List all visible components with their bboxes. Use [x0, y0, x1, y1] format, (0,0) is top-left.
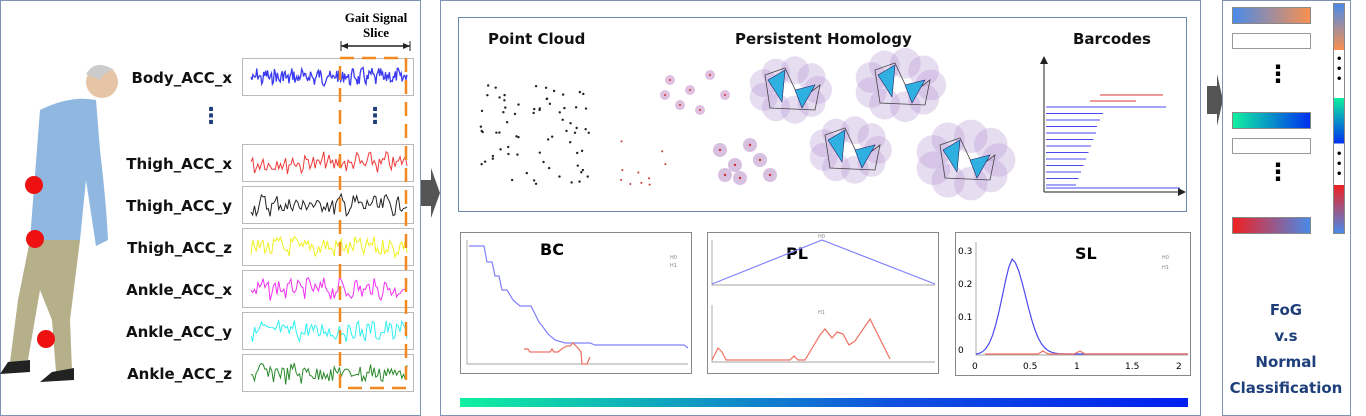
signal-plot — [242, 312, 414, 350]
sl-y-tick: 0.2 — [958, 280, 973, 290]
signal-plot — [242, 270, 414, 308]
elderly-walker-figure — [0, 64, 118, 382]
signal-trace — [250, 66, 408, 87]
ellipsis-labels: ⋮ — [200, 104, 222, 129]
channel-label: Thigh_ACC_z — [127, 239, 232, 257]
signal-plot — [242, 58, 414, 96]
feature-vector-empty-2 — [1232, 138, 1311, 154]
persistent-homology-title: Persistent Homology — [735, 30, 912, 48]
signal-plot — [242, 144, 414, 182]
concatenated-vector — [1333, 3, 1345, 234]
signal-trace — [250, 362, 408, 385]
pl-legend-top: H0 — [818, 234, 825, 240]
pl-legend-bottom: H1 — [818, 310, 825, 316]
bc-chart — [460, 232, 692, 374]
slice-label: Gait Signal Slice — [336, 10, 416, 40]
sl-x-tick: 0.5 — [1023, 362, 1038, 372]
sl-x-tick: 0 — [972, 362, 978, 372]
signal-trace — [250, 235, 408, 260]
channel-label: Ankle_ACC_z — [127, 365, 232, 383]
bc-title: BC — [540, 240, 564, 259]
concat-dots-2: • • • — [1336, 149, 1343, 180]
concat-dots-1: • • • — [1336, 54, 1343, 85]
sl-chart — [955, 232, 1191, 376]
channel-label: Thigh_ACC_x — [126, 155, 232, 173]
signal-trace — [250, 150, 408, 175]
vector-ellipsis-2: ⋮ — [1266, 158, 1290, 186]
signal-plot — [242, 186, 414, 224]
class-line-vs: v.s — [1274, 327, 1298, 345]
bc-legend-h1: H1 — [670, 263, 677, 269]
sl-legend-h0: H0 — [1162, 255, 1169, 261]
class-line-fog: FoG — [1269, 301, 1303, 319]
channel-label: Body_ACC_x — [131, 69, 232, 87]
sl-legend-h1: H1 — [1162, 265, 1169, 271]
feature-vector-empty-1 — [1232, 33, 1311, 49]
feature-gradient-bar — [460, 398, 1188, 407]
sl-x-tick: 1 — [1074, 362, 1080, 372]
feature-vector-3 — [1232, 217, 1311, 234]
barcodes-title: Barcodes — [1073, 30, 1151, 48]
class-line-normal: Normal — [1255, 353, 1317, 371]
channel-label: Ankle_ACC_y — [126, 323, 232, 341]
signal-plot — [242, 228, 414, 266]
sl-x-tick: 2 — [1176, 362, 1182, 372]
feature-vector-1 — [1232, 7, 1311, 24]
classifier-panel — [1222, 0, 1351, 416]
sl-y-tick: 0 — [958, 346, 964, 356]
sl-title: SL — [1075, 244, 1097, 263]
point-cloud-title: Point Cloud — [488, 30, 586, 48]
channel-label: Ankle_ACC_x — [126, 281, 232, 299]
pl-chart — [707, 232, 939, 374]
vector-ellipsis-1: ⋮ — [1266, 60, 1290, 88]
class-line-classification: Classification — [1229, 379, 1343, 397]
feature-vector-2 — [1232, 112, 1311, 129]
classification-label: FoG v.s Normal Classification — [1222, 297, 1350, 401]
signal-trace — [250, 192, 408, 218]
slice-label-line1: Gait Signal — [344, 10, 408, 25]
pl-title: PL — [786, 244, 808, 263]
signal-trace — [250, 318, 408, 343]
tda-top-box — [458, 17, 1187, 212]
signal-trace — [250, 276, 408, 302]
slice-label-line2: Slice — [363, 25, 389, 40]
sl-y-tick: 0.3 — [958, 247, 973, 257]
channel-label: Thigh_ACC_y — [126, 197, 232, 215]
signal-plot — [242, 354, 414, 392]
ellipsis-signals: ⋮ — [364, 104, 386, 129]
sl-y-tick: 0.1 — [958, 313, 973, 323]
bc-legend-h0: H0 — [670, 255, 677, 261]
sl-x-tick: 1.5 — [1125, 362, 1140, 372]
